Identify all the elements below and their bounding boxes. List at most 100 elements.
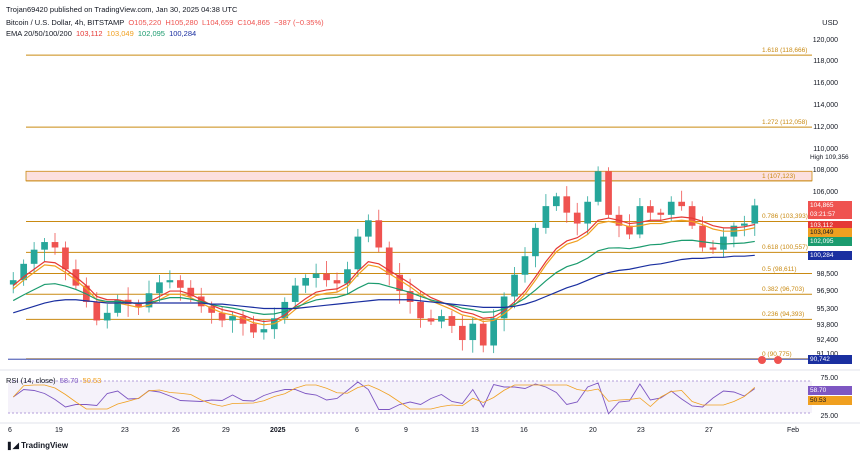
time-axis-label: 27 bbox=[705, 427, 713, 434]
fib-label: 0.786 (103,393) bbox=[762, 213, 808, 221]
candle-body bbox=[636, 206, 644, 235]
candle-body bbox=[9, 280, 17, 285]
last-price-tag: 104,865 bbox=[808, 201, 852, 211]
ema100-value: 102,095 bbox=[137, 29, 165, 38]
candle-body bbox=[344, 269, 351, 284]
ema20-tag: 103,112 bbox=[808, 220, 852, 230]
candle-body bbox=[250, 323, 257, 333]
time-axis-label: 6 bbox=[355, 427, 359, 434]
candle-body bbox=[187, 287, 195, 297]
candle-body bbox=[438, 316, 445, 322]
candle-body bbox=[563, 196, 571, 213]
candle-body bbox=[145, 293, 153, 308]
candle-body bbox=[626, 225, 633, 235]
currency-label: USD bbox=[822, 18, 838, 27]
candle-body bbox=[657, 212, 665, 215]
ema-legend: EMA 20/50/100/200 103,112 103,049 102,09… bbox=[6, 29, 198, 38]
candle-body bbox=[229, 316, 236, 321]
price-axis-label: 108,000 bbox=[812, 167, 838, 175]
candle-body bbox=[479, 323, 487, 346]
candle-body bbox=[667, 201, 675, 215]
price-axis-label: 120,000 bbox=[812, 36, 838, 44]
ema50-value: 103,049 bbox=[106, 29, 134, 38]
candle-body bbox=[312, 273, 320, 278]
candle-body bbox=[573, 212, 581, 224]
candle-body bbox=[490, 318, 498, 346]
candle-body bbox=[323, 273, 330, 281]
rsi-axis-25: 25.00 bbox=[820, 413, 838, 420]
fib-label: 0.618 (100,557) bbox=[762, 244, 808, 252]
candle-body bbox=[354, 236, 362, 270]
rsi-label: RSI (14, close) bbox=[6, 376, 56, 385]
candle-body bbox=[41, 242, 48, 250]
time-axis-label: 19 bbox=[55, 427, 63, 434]
candle-body bbox=[688, 206, 696, 226]
rsi-value: 58.70 bbox=[59, 376, 79, 385]
price-axis-label: 114,000 bbox=[813, 101, 838, 109]
candle-body bbox=[448, 316, 456, 326]
candle-body bbox=[584, 201, 592, 224]
candle-body bbox=[751, 205, 759, 224]
rsi-ma-line bbox=[12, 384, 756, 410]
ema20-value: 103,112 bbox=[75, 29, 103, 38]
candle-body bbox=[709, 247, 717, 250]
ema50-line bbox=[12, 219, 755, 326]
price-axis-label: 96,900 bbox=[816, 288, 838, 296]
candle-body bbox=[51, 242, 59, 248]
candle-body bbox=[552, 196, 560, 207]
candle-body bbox=[291, 285, 299, 302]
candle-body bbox=[135, 304, 142, 308]
time-axis-label: 23 bbox=[121, 427, 129, 434]
price-axis-label: 92,400 bbox=[816, 337, 838, 345]
countdown-tag: 03:21:57 bbox=[808, 209, 852, 219]
candle-body bbox=[93, 301, 101, 321]
candle-body bbox=[218, 312, 226, 321]
price-axis-label: 95,300 bbox=[816, 305, 838, 313]
time-axis-label: 2025 bbox=[270, 427, 286, 434]
tv-icon: ❚◢ bbox=[6, 441, 22, 450]
event-flag-icon bbox=[774, 356, 782, 364]
candle-body bbox=[406, 291, 414, 302]
candle-body bbox=[740, 223, 748, 226]
candle-body bbox=[699, 225, 706, 248]
resistance-zone bbox=[25, 170, 813, 182]
time-axis-label: Feb bbox=[787, 427, 800, 434]
symbol-label: Bitcoin / U.S. Dollar, 4h, BITSTAMP bbox=[6, 18, 125, 27]
time-axis-label: 26 bbox=[172, 427, 180, 434]
open-value: O105,220 bbox=[128, 18, 162, 27]
candle-body bbox=[720, 236, 727, 250]
candle-body bbox=[302, 277, 310, 286]
rsi-ma-tag: 50.53 bbox=[808, 396, 852, 405]
candle-body bbox=[396, 274, 404, 292]
candle-body bbox=[176, 280, 184, 288]
fib-label: 0 (90,775) bbox=[762, 350, 792, 358]
candle-body bbox=[511, 274, 518, 297]
symbol-legend: Bitcoin / U.S. Dollar, 4h, BITSTAMP O105… bbox=[6, 18, 326, 27]
ema-label: EMA 20/50/100/200 bbox=[6, 29, 72, 38]
time-axis-label: 6 bbox=[8, 427, 12, 434]
price-axis-label: 91,100 bbox=[817, 351, 838, 358]
candle-body bbox=[375, 220, 383, 248]
ema200-value: 100,284 bbox=[169, 29, 197, 38]
fib-label: 0.5 (98,611) bbox=[762, 265, 797, 273]
rsi-band bbox=[8, 381, 812, 413]
candle-body bbox=[103, 312, 111, 321]
close-value: C104,865 bbox=[237, 18, 270, 27]
time-axis-label: 29 bbox=[222, 427, 230, 434]
ema200-line bbox=[13, 254, 755, 314]
rsi-legend: RSI (14, close) 58.70 50.53 bbox=[6, 376, 103, 385]
rsi-ma-value: 50.53 bbox=[82, 376, 102, 385]
price-axis-label: 98,500 bbox=[816, 270, 838, 278]
candle-body bbox=[458, 325, 466, 341]
candle-body bbox=[521, 256, 529, 275]
time-axis-label: 23 bbox=[637, 427, 645, 434]
change-value: −387 (−0.35%) bbox=[274, 18, 324, 27]
candle-body bbox=[208, 306, 216, 313]
candle-body bbox=[333, 280, 341, 284]
rsi-axis-75: 75.00 bbox=[820, 375, 838, 382]
fib-label: 1.618 (118,666) bbox=[762, 47, 808, 55]
tradingview-logo[interactable]: ❚◢ TradingView bbox=[6, 441, 69, 450]
ema20-line bbox=[12, 216, 755, 323]
